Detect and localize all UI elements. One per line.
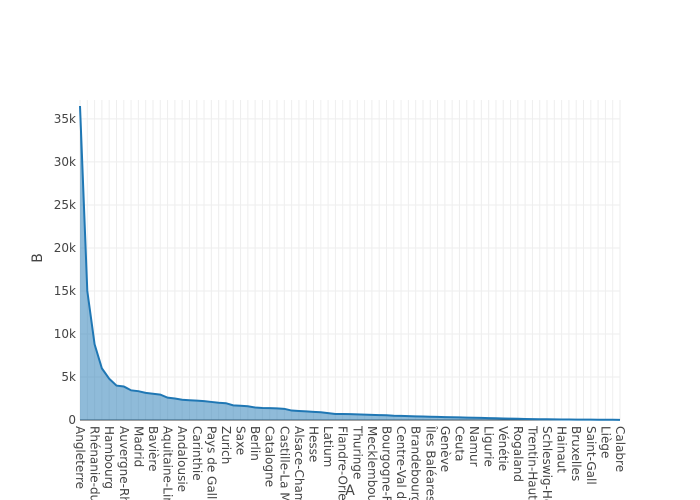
x-tick-label: Zurich [219,426,233,464]
y-tick-label: 25k [54,198,76,212]
x-tick-label: Latium [321,426,335,467]
x-axis-title: A [345,483,355,499]
y-tick-label: 30k [54,155,76,169]
x-tick-label: Castille-La Ma [277,426,291,500]
x-tick-label: Auvergne-Rh [117,426,131,500]
x-tick-label: Berlin [248,426,262,461]
x-tick-label: Andalousie [175,426,189,492]
x-tick-label: Aquitaine-Lin [161,426,175,500]
x-tick-label: Pays de Galle [204,426,218,500]
x-tick-label: Calabre [613,426,627,472]
y-tick-label: 10k [54,327,76,341]
y-tick-label: 20k [54,241,76,255]
x-tick-label: Carinthie [190,426,204,481]
x-tick-label: Vénétie [496,426,510,471]
x-tick-label: Catalogne [263,426,277,487]
x-tick-label: Ceuta [452,426,466,461]
x-tick-label: Rhénanie-du- [88,426,102,500]
x-tick-label: Mecklembou [365,426,379,500]
x-tick-label: Bourgogne-F [379,426,393,500]
y-tick-label: 15k [54,284,76,298]
x-tick-label: Brandebourg [409,426,423,500]
x-tick-label: Saint-Gall [584,426,598,485]
x-tick-label: Genève [438,426,452,472]
x-tick-label: Rogaland [511,426,525,482]
x-tick-label: Saxe [234,426,248,455]
x-tick-label: Centre-Val de [394,426,408,500]
x-tick-label: Bavière [146,426,160,471]
x-tick-label: Schleswig-Ho [540,426,554,500]
x-tick-label: Liège [598,426,612,458]
x-tick-label: Namur [467,426,481,467]
x-tick-label: Alsace-Cham [292,426,306,500]
x-tick-label: Bruxelles [569,426,583,481]
x-tick-label: Hainaut [555,426,569,473]
y-tick-label: 35k [54,112,76,126]
y-axis-title: B [30,253,46,263]
y-tick-label: 5k [61,370,76,384]
x-tick-label: Madrid [131,426,145,467]
x-tick-label: Hambourg [102,426,116,489]
x-tick-label: Trentin-Haut- [525,425,539,500]
x-tick-label: Flandre-Orie [336,426,350,500]
x-tick-label: Hesse [307,426,321,462]
x-tick-label: Îles Baléares [423,425,438,500]
x-tick-label: Thuringe [350,425,364,479]
x-tick-label: Angleterre [73,426,87,489]
y-tick-label: 0 [68,413,76,427]
area-line [79,105,621,421]
x-tick-label: Ligurie [482,426,496,467]
